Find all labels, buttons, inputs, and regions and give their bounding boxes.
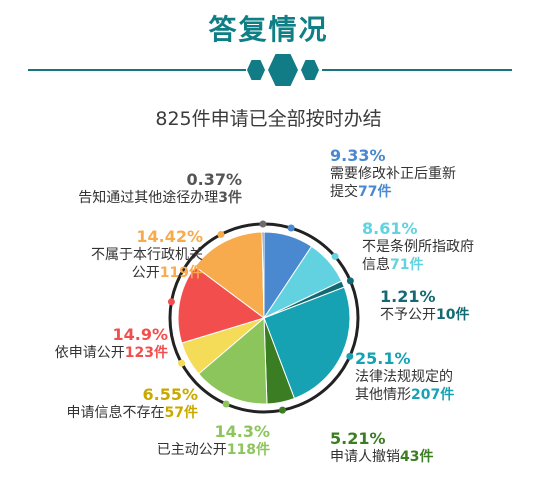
slice-count-law-other: 207件 bbox=[411, 386, 455, 403]
slice-label-revise: 9.33% 需要修改补正后重新 提交77件 bbox=[330, 146, 456, 201]
slice-label-not-exist: 6.55% 申请信息不存在57件 bbox=[10, 385, 198, 423]
slice-percent-by-application: 14.9% bbox=[112, 325, 168, 344]
slice-name-not-regulation: 不是条例所指政府 bbox=[362, 239, 474, 255]
slice-percent-law-other: 25.1% bbox=[355, 349, 411, 368]
slice-count-by-application: 123件 bbox=[124, 345, 168, 361]
slice-percent-revise: 9.33% bbox=[330, 146, 386, 165]
slice-name-by-application: 依申请公开 bbox=[54, 345, 125, 361]
hexagon-decoration-left bbox=[247, 60, 265, 80]
slice-percent-not-organ: 14.42% bbox=[136, 227, 203, 246]
slice-marker-law_other bbox=[346, 352, 354, 360]
pie-slice-other_channel bbox=[261, 231, 265, 319]
slice-label-not-regulation: 8.61% 不是条例所指政府 信息71件 bbox=[362, 219, 474, 274]
slice-marker-by_application bbox=[167, 298, 175, 306]
slice-marker-not_public bbox=[346, 277, 354, 285]
slice-label-active-public: 14.3% 已主动公开118件 bbox=[110, 422, 270, 460]
slice-marker-not_regulation bbox=[331, 252, 339, 260]
slice-label-not-public: 1.21% 不予公开10件 bbox=[380, 287, 469, 325]
slice-percent-withdraw: 5.21% bbox=[330, 429, 386, 448]
slice-count-revise: 77件 bbox=[358, 183, 392, 200]
slice-name-not-organ-2: 公开 bbox=[131, 264, 160, 281]
slice-marker-not_organ bbox=[217, 230, 225, 238]
slice-marker-not_exist bbox=[178, 359, 186, 367]
hexagon-decoration-right bbox=[301, 60, 319, 80]
slice-percent-not-public: 1.21% bbox=[380, 287, 436, 306]
slice-name-active-public: 已主动公开 bbox=[156, 442, 227, 458]
slice-name-not-exist: 申请信息不存在 bbox=[66, 405, 165, 421]
slice-name-revise: 需要修改补正后重新 bbox=[330, 166, 456, 182]
slice-name-law-other: 法律法规规定的 bbox=[355, 369, 453, 385]
slice-count-not-organ: 119件 bbox=[159, 264, 203, 281]
title-divider-right bbox=[322, 69, 512, 71]
slice-count-withdraw: 43件 bbox=[400, 449, 434, 465]
slice-name-not-regulation-2: 信息 bbox=[362, 256, 390, 273]
pie-slice-law_other bbox=[263, 286, 351, 400]
slice-name-revise-2: 提交 bbox=[330, 183, 358, 200]
slice-count-not-public: 10件 bbox=[436, 307, 470, 323]
slice-label-by-application: 14.9% 依申请公开123件 bbox=[10, 325, 168, 363]
slice-percent-not-exist: 6.55% bbox=[142, 385, 198, 404]
slice-marker-withdraw bbox=[278, 406, 286, 414]
slice-name-withdraw: 申请人撤销 bbox=[330, 449, 400, 465]
slice-marker-active_public bbox=[222, 400, 230, 408]
slice-name-other-channel: 告知通过其他途径办理 bbox=[78, 190, 219, 206]
slice-count-not-exist: 57件 bbox=[164, 405, 198, 421]
slice-label-other-channel: 0.37% 告知通过其他途径办理3件 bbox=[10, 170, 242, 208]
slice-label-withdraw: 5.21% 申请人撤销43件 bbox=[330, 429, 433, 467]
slice-percent-active-public: 14.3% bbox=[214, 422, 270, 441]
slice-marker-other_channel bbox=[259, 220, 267, 228]
slice-count-not-regulation: 71件 bbox=[390, 256, 424, 273]
chart-subtitle: 825件申请已全部按时办结 bbox=[155, 108, 382, 130]
slice-count-active-public: 118件 bbox=[226, 442, 270, 458]
pie-slice-not_organ bbox=[194, 231, 265, 320]
slice-label-not-organ: 14.42% 不属于本行政机关 公开119件 bbox=[10, 227, 203, 282]
slice-percent-not-regulation: 8.61% bbox=[362, 219, 418, 238]
slice-marker-revise bbox=[287, 224, 295, 232]
title-divider-left bbox=[28, 69, 246, 71]
slice-name-not-public: 不予公开 bbox=[380, 307, 436, 323]
slice-label-law-other: 25.1% 法律法规规定的 其他情形207件 bbox=[355, 349, 454, 404]
pie-slice-active_public bbox=[197, 316, 268, 405]
page-title: 答复情况 bbox=[208, 13, 329, 46]
pie-slice-by_application bbox=[177, 265, 266, 344]
slice-name-law-other-2: 其他情形 bbox=[355, 386, 411, 403]
slice-name-not-organ: 不属于本行政机关 bbox=[91, 247, 203, 263]
slice-count-other-channel: 3件 bbox=[218, 190, 242, 206]
slice-percent-other-channel: 0.37% bbox=[186, 170, 242, 189]
